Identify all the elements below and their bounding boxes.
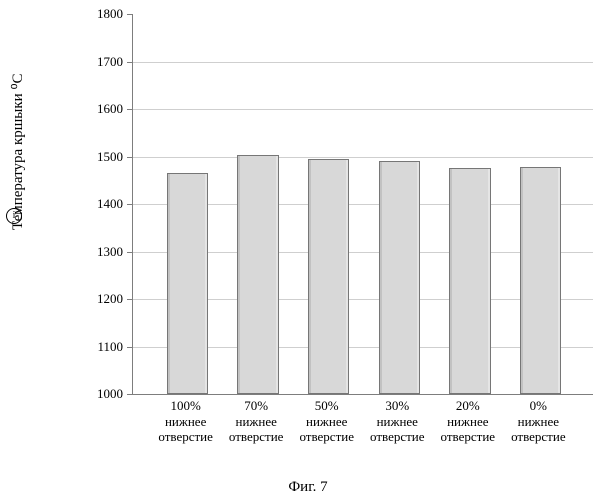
y-tick bbox=[127, 109, 133, 110]
plot-area: 100011001200130014001500160017001800 bbox=[132, 14, 593, 395]
y-tick bbox=[127, 204, 133, 205]
x-tick-label-line2: нижнее bbox=[306, 414, 347, 429]
y-tick bbox=[127, 299, 133, 300]
y-tick bbox=[127, 14, 133, 15]
x-tick-label-line1: 50% bbox=[315, 398, 339, 413]
bars-layer bbox=[133, 14, 593, 394]
y-tick bbox=[127, 394, 133, 395]
bar bbox=[449, 168, 490, 394]
x-tick-label-line1: 20% bbox=[456, 398, 480, 413]
x-tick-label-line2: нижнее bbox=[518, 414, 559, 429]
x-tick-label-line1: 100% bbox=[170, 398, 200, 413]
y-tick-label: 1000 bbox=[97, 386, 123, 402]
y-tick-label: 1600 bbox=[97, 101, 123, 117]
x-tick-label-line1: 0% bbox=[530, 398, 547, 413]
y-tick-label: 1700 bbox=[97, 54, 123, 70]
y-tick-label: 1500 bbox=[97, 149, 123, 165]
bar bbox=[237, 155, 278, 394]
x-tick-label: 30%нижнееотверстие bbox=[362, 398, 433, 445]
x-tick-label-line2: нижнее bbox=[235, 414, 276, 429]
x-tick-label-line1: 70% bbox=[244, 398, 268, 413]
y-tick-label: 1300 bbox=[97, 244, 123, 260]
x-tick-label-line3: отверстие bbox=[441, 429, 496, 444]
x-tick-label: 0%нижнееотверстие bbox=[503, 398, 574, 445]
chart-container: 100011001200130014001500160017001800 100… bbox=[82, 14, 598, 458]
x-tick-label-line3: отверстие bbox=[370, 429, 425, 444]
y-axis-label-unit: ⁰C bbox=[10, 74, 26, 90]
bar bbox=[167, 173, 208, 394]
figure-caption: Фиг. 7 bbox=[0, 479, 616, 496]
y-tick bbox=[127, 62, 133, 63]
y-axis-label: Температура кршыки ⁰C bbox=[8, 74, 27, 230]
y-tick bbox=[127, 157, 133, 158]
y-tick-label: 1400 bbox=[97, 196, 123, 212]
x-tick-label-line2: нижнее bbox=[447, 414, 488, 429]
y-tick-label: 1100 bbox=[97, 339, 123, 355]
x-tick-label-line3: отверстие bbox=[299, 429, 354, 444]
x-tick-label-line2: нижнее bbox=[377, 414, 418, 429]
x-tick-label-line3: отверстие bbox=[511, 429, 566, 444]
x-tick-label: 20%нижнееотверстие bbox=[433, 398, 504, 445]
x-tick-label-line3: отверстие bbox=[158, 429, 213, 444]
x-tick-label-line3: отверстие bbox=[229, 429, 284, 444]
y-tick-label: 1200 bbox=[97, 291, 123, 307]
y-tick bbox=[127, 347, 133, 348]
y-tick-label: 1800 bbox=[97, 6, 123, 22]
x-tick-label: 70%нижнееотверстие bbox=[221, 398, 292, 445]
bar bbox=[520, 167, 561, 394]
y-tick bbox=[127, 252, 133, 253]
x-tick-label-line1: 30% bbox=[385, 398, 409, 413]
x-tick-label-line2: нижнее bbox=[165, 414, 206, 429]
bar bbox=[308, 159, 349, 394]
bar bbox=[379, 161, 420, 394]
y-axis-label-text: Температура кршыки bbox=[10, 93, 26, 230]
x-tick-label: 50%нижнееотверстие bbox=[291, 398, 362, 445]
x-tick-label: 100%нижнееотверстие bbox=[150, 398, 221, 445]
